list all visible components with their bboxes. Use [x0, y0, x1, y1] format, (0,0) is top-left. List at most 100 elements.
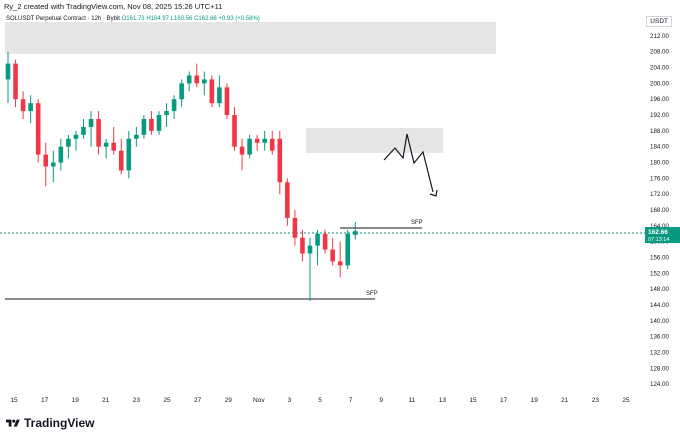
- candle[interactable]: [300, 229, 305, 262]
- candle[interactable]: [337, 241, 343, 278]
- candle[interactable]: [285, 178, 290, 226]
- time-tick-label: 15: [469, 397, 477, 404]
- candle[interactable]: [322, 229, 328, 254]
- candle[interactable]: [224, 83, 230, 119]
- projection-arrowhead: [429, 189, 438, 197]
- price-axis[interactable]: 212.00 208.00 204.00 200.00 196.00 192.00 188.…: [650, 33, 669, 388]
- candle[interactable]: [88, 111, 94, 147]
- time-tick-label: 23: [133, 397, 141, 404]
- candle-body: [239, 146, 245, 155]
- candle[interactable]: [353, 221, 358, 240]
- time-axis[interactable]: 15 17 19 21 23 25 27 29 Nov 3 5 7 9 11 13 15 17 19 21 23 25: [10, 397, 630, 404]
- tradingview-brand[interactable]: TradingView: [6, 416, 94, 430]
- candle[interactable]: [217, 75, 222, 108]
- candle-body: [103, 142, 109, 147]
- candle-body: [126, 138, 132, 171]
- candle[interactable]: [156, 111, 162, 135]
- lower-supply-zone[interactable]: [306, 128, 443, 153]
- candle[interactable]: [96, 111, 101, 155]
- upper-supply-zone[interactable]: [5, 22, 496, 54]
- candle-body: [300, 237, 305, 254]
- candle-body: [353, 231, 358, 235]
- price-tick-label: 128.00: [650, 365, 669, 372]
- sfp-top-label: SFP: [411, 220, 423, 226]
- price-tick-label: 176.00: [650, 175, 669, 182]
- candle[interactable]: [315, 229, 320, 266]
- price-tick-label: 124.00: [650, 381, 669, 388]
- candle-body: [345, 233, 351, 266]
- candle-body: [217, 87, 222, 104]
- candle[interactable]: [194, 63, 200, 88]
- time-tick-label: Nov: [253, 397, 265, 404]
- candle[interactable]: [164, 103, 169, 127]
- candle[interactable]: [51, 150, 56, 183]
- candle-body: [51, 162, 56, 167]
- candle[interactable]: [307, 237, 313, 301]
- candle[interactable]: [171, 95, 177, 119]
- price-tick-label: 204.00: [650, 65, 669, 72]
- candle-body: [307, 245, 313, 254]
- candle[interactable]: [202, 71, 207, 96]
- candle[interactable]: [43, 142, 49, 187]
- symbol-legend: SOLUSDT Perpetual Contract · 12h · Bybit…: [6, 16, 260, 22]
- time-tick-label: 11: [408, 397, 415, 404]
- candle[interactable]: [209, 75, 215, 108]
- symbol-name[interactable]: SOLUSDT Perpetual Contract · 12h · Bybit: [6, 16, 120, 22]
- price-tick-label: 152.00: [650, 270, 669, 277]
- chart-canvas[interactable]: SFP SFP 212.00 208.00 204.00 200.00 196.00 19…: [0, 0, 680, 410]
- candle[interactable]: [345, 229, 351, 270]
- price-tick-label: 144.00: [650, 302, 669, 309]
- candle[interactable]: [126, 130, 132, 179]
- ohlc-close: C162.66: [194, 16, 217, 22]
- candle[interactable]: [277, 130, 283, 195]
- candle[interactable]: [292, 210, 298, 246]
- price-tick-label: 192.00: [650, 112, 669, 119]
- candle[interactable]: [232, 107, 237, 151]
- candle[interactable]: [35, 99, 41, 163]
- candle-body: [315, 233, 320, 246]
- candle[interactable]: [111, 126, 116, 155]
- candle-body: [194, 75, 200, 84]
- candle-body: [20, 99, 26, 112]
- last-price-countdown: 07:13:14: [648, 237, 669, 243]
- candle[interactable]: [247, 134, 252, 159]
- candle[interactable]: [186, 71, 192, 92]
- time-tick-label: 19: [531, 397, 539, 404]
- candle[interactable]: [269, 130, 275, 155]
- candle[interactable]: [134, 126, 139, 147]
- candle-body: [269, 138, 275, 151]
- candle[interactable]: [13, 59, 18, 108]
- candle-body: [5, 63, 11, 80]
- candle[interactable]: [179, 79, 184, 108]
- candle[interactable]: [330, 237, 335, 266]
- candle[interactable]: [81, 119, 86, 139]
- candle[interactable]: [239, 138, 245, 171]
- candle[interactable]: [149, 111, 154, 135]
- price-tick-label: 164.00: [650, 223, 669, 230]
- time-tick-label: 13: [439, 397, 447, 404]
- candle[interactable]: [103, 138, 109, 159]
- time-tick-label: 9: [379, 397, 383, 404]
- candle[interactable]: [141, 115, 147, 139]
- candle[interactable]: [28, 95, 33, 123]
- candle[interactable]: [73, 130, 79, 151]
- candle[interactable]: [254, 134, 260, 151]
- candle[interactable]: [262, 130, 267, 151]
- candle-body: [141, 119, 147, 135]
- candle-body: [28, 103, 33, 112]
- currency-label[interactable]: USDT: [646, 16, 672, 27]
- candle[interactable]: [118, 138, 124, 175]
- price-tick-label: 140.00: [650, 318, 669, 325]
- projection-path[interactable]: [383, 133, 434, 193]
- price-tick-label: 200.00: [650, 80, 669, 87]
- candle[interactable]: [20, 91, 26, 119]
- candle[interactable]: [5, 51, 11, 104]
- candle-body: [285, 182, 290, 218]
- candle[interactable]: [58, 138, 64, 171]
- time-tick-label: 15: [10, 397, 18, 404]
- time-tick-label: 25: [622, 397, 630, 404]
- price-tick-label: 136.00: [650, 334, 669, 341]
- time-tick-label: 19: [72, 397, 80, 404]
- sfp-bottom-label: SFP: [366, 291, 378, 297]
- candle[interactable]: [66, 134, 71, 159]
